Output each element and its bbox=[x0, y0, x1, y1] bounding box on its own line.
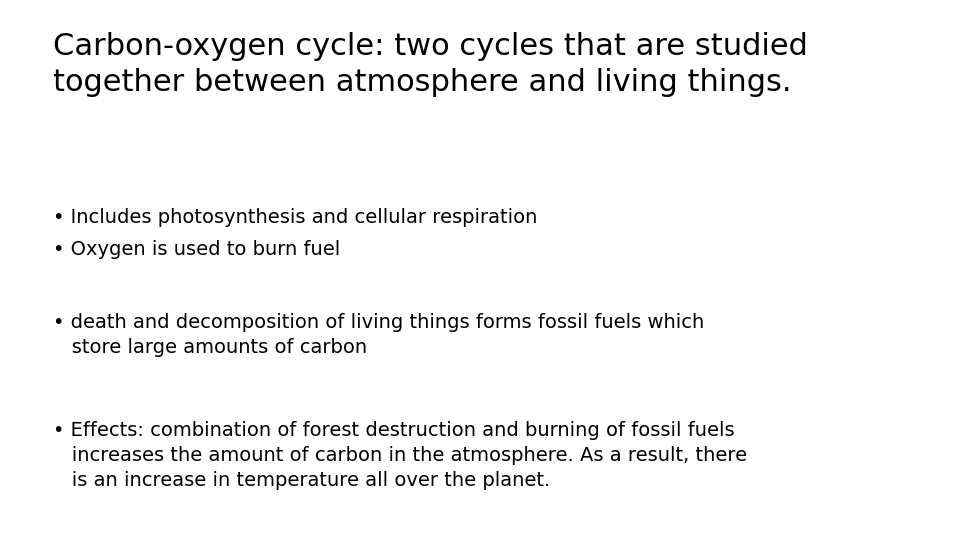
Text: Carbon-oxygen cycle: two cycles that are studied
together between atmosphere and: Carbon-oxygen cycle: two cycles that are… bbox=[53, 32, 807, 97]
Text: • Effects: combination of forest destruction and burning of fossil fuels
   incr: • Effects: combination of forest destruc… bbox=[53, 421, 747, 490]
Text: • Includes photosynthesis and cellular respiration: • Includes photosynthesis and cellular r… bbox=[53, 208, 538, 227]
Text: • death and decomposition of living things forms fossil fuels which
   store lar: • death and decomposition of living thin… bbox=[53, 313, 704, 357]
Text: • Oxygen is used to burn fuel: • Oxygen is used to burn fuel bbox=[53, 240, 340, 259]
